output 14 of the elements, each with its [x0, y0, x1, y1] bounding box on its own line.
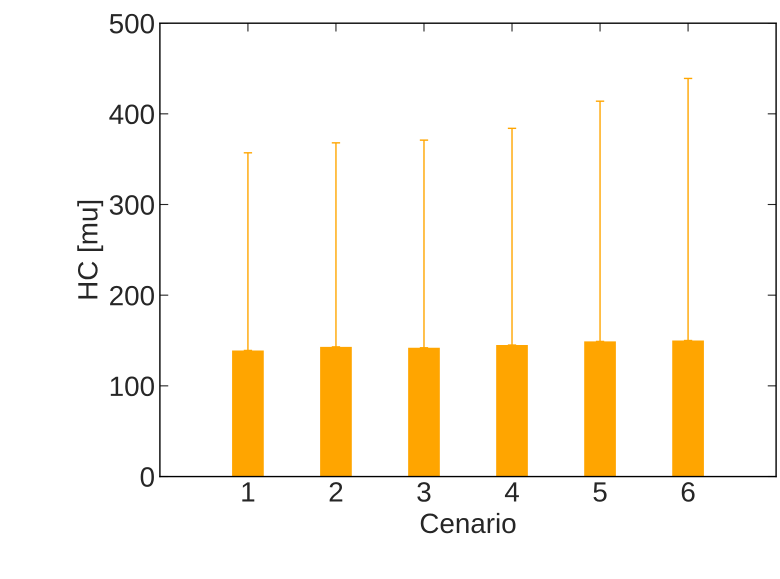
- y-tick-label: 100: [110, 376, 154, 396]
- y-tick-label: 400: [109, 104, 154, 124]
- y-tick-label: 300: [110, 195, 154, 215]
- y-tick-label: 0: [140, 467, 154, 487]
- x-tick-label: 2: [330, 482, 342, 502]
- x-tick-label: 4: [504, 482, 519, 502]
- y-tick-label: 500: [110, 14, 154, 34]
- y-tick-label: 200: [110, 286, 154, 306]
- x-tick-label: 6: [682, 482, 695, 502]
- x-tick-label: 3: [417, 482, 430, 502]
- y-axis-title: HC [mu]: [77, 200, 104, 298]
- x-tick-label: 1: [242, 482, 254, 502]
- x-tick-label: 5: [593, 482, 607, 502]
- x-axis-title: Cenario: [420, 512, 516, 534]
